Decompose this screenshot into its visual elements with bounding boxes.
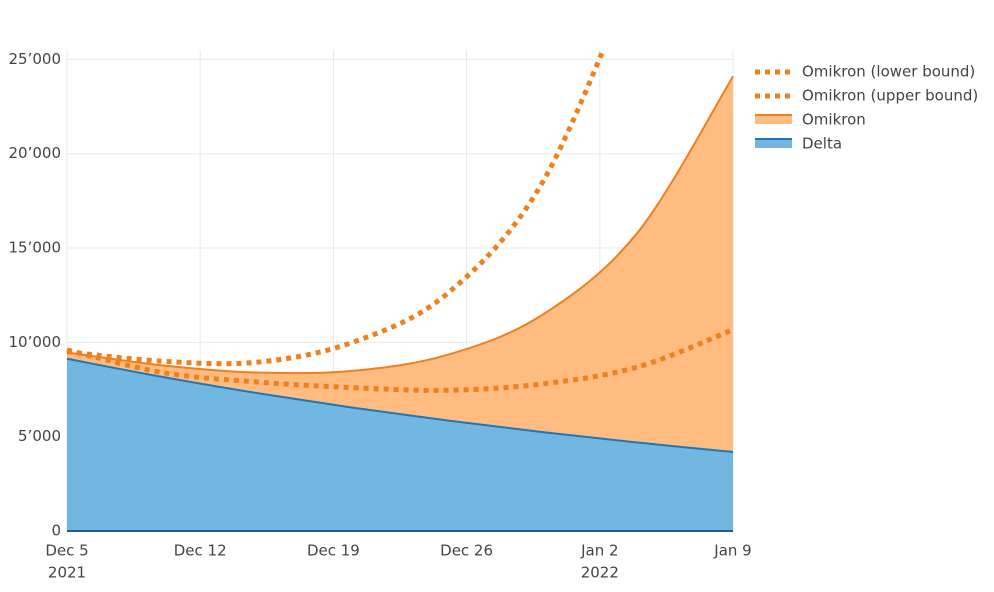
y-tick-label: 25’000 [9,50,62,68]
x-tick-label: Jan 9 [713,542,751,560]
x-year-label: 2022 [581,564,619,582]
x-tick-label: Dec 19 [307,542,360,560]
legend-swatch [755,114,792,124]
dotted-line [66,327,734,393]
y-tick-label: 0 [51,522,61,540]
area-line [66,357,734,453]
x-tick-label: Jan 2 [580,542,618,560]
area-line [66,75,734,375]
y-tick-label: 10’000 [9,333,62,351]
legend-label: Delta [802,135,842,153]
x-tick-label: Dec 12 [174,542,227,560]
y-tick-label: 20’000 [9,144,62,162]
x-tick-label: Dec 26 [440,542,493,560]
area [67,358,733,531]
y-tick-label: 15’000 [9,239,62,257]
legend-label: Omikron (lower bound) [802,63,975,81]
area [67,76,733,452]
y-tick-label: 5’000 [18,427,61,445]
x-tick-label: Dec 5 [45,542,88,560]
x-year-label: 2021 [48,564,86,582]
legend-label: Omikron [802,111,866,129]
legend-label: Omikron (upper bound) [802,87,978,105]
dotted-line [66,50,606,367]
legend-swatch [755,138,792,148]
plot-area [66,50,734,532]
